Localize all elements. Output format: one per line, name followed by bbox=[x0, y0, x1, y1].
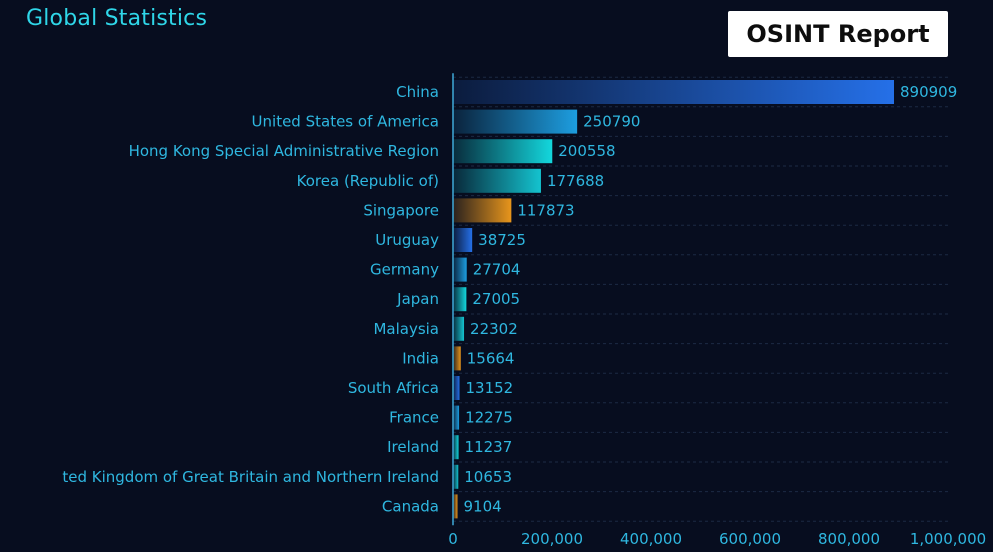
bar bbox=[453, 109, 578, 134]
category-label: China bbox=[396, 83, 439, 101]
bar bbox=[453, 139, 553, 164]
category-label: Korea (Republic of) bbox=[297, 172, 439, 190]
category-label: Uruguay bbox=[375, 231, 439, 249]
bar bbox=[453, 257, 467, 282]
x-tick-label: 200,000 bbox=[521, 530, 583, 548]
data-label: 11237 bbox=[465, 438, 513, 456]
data-label: 890909 bbox=[900, 83, 957, 101]
bar bbox=[453, 228, 473, 252]
bar bbox=[453, 198, 512, 223]
bar bbox=[453, 316, 465, 341]
data-label: 38725 bbox=[478, 231, 526, 249]
category-label: Japan bbox=[396, 290, 439, 308]
panel-title: Global Statistics bbox=[26, 6, 208, 31]
category-label: France bbox=[389, 409, 439, 427]
bar bbox=[453, 494, 458, 519]
x-axis-ticks: 0 200,000 400,000 600,000 800,000 1,000,000 bbox=[448, 530, 986, 548]
category-label: India bbox=[402, 349, 439, 367]
category-label: Singapore bbox=[363, 201, 439, 219]
category-label: South Africa bbox=[348, 379, 439, 397]
data-label: 13152 bbox=[466, 379, 514, 397]
data-label: 15664 bbox=[467, 349, 515, 367]
data-label: 117873 bbox=[517, 201, 574, 219]
data-label: 200558 bbox=[558, 142, 615, 160]
x-tick-label: 800,000 bbox=[818, 530, 880, 548]
bar bbox=[453, 80, 894, 104]
grid-layer bbox=[453, 76, 948, 522]
category-label: ted Kingdom of Great Britain and Norther… bbox=[62, 468, 439, 486]
category-label: Canada bbox=[382, 497, 439, 515]
bar bbox=[453, 287, 467, 312]
bar bbox=[453, 405, 460, 430]
bar-layer bbox=[453, 80, 894, 519]
data-label: 22302 bbox=[470, 320, 518, 338]
category-label: Ireland bbox=[387, 438, 439, 456]
data-label: 177688 bbox=[547, 172, 604, 190]
bar bbox=[453, 464, 459, 489]
x-tick-label: 1,000,000 bbox=[910, 530, 986, 548]
label-layer: China 890909 United States of America 25079… bbox=[62, 83, 957, 515]
category-label: Hong Kong Special Administrative Region bbox=[129, 142, 439, 160]
data-label: 9104 bbox=[464, 497, 502, 515]
category-label: United States of America bbox=[252, 113, 439, 131]
report-badge: OSINT Report bbox=[728, 11, 948, 57]
data-label: 12275 bbox=[465, 409, 513, 427]
bar bbox=[453, 376, 460, 400]
bar bbox=[453, 346, 461, 371]
x-tick-label: 0 bbox=[448, 530, 458, 548]
data-label: 250790 bbox=[583, 113, 640, 131]
category-label: Germany bbox=[370, 261, 439, 279]
data-label: 10653 bbox=[464, 468, 512, 486]
data-label: 27704 bbox=[473, 261, 521, 279]
data-label: 27005 bbox=[472, 290, 520, 308]
category-label: Malaysia bbox=[373, 320, 439, 338]
bar bbox=[453, 435, 459, 460]
bar bbox=[453, 168, 541, 193]
x-tick-label: 600,000 bbox=[719, 530, 781, 548]
x-tick-label: 400,000 bbox=[620, 530, 682, 548]
